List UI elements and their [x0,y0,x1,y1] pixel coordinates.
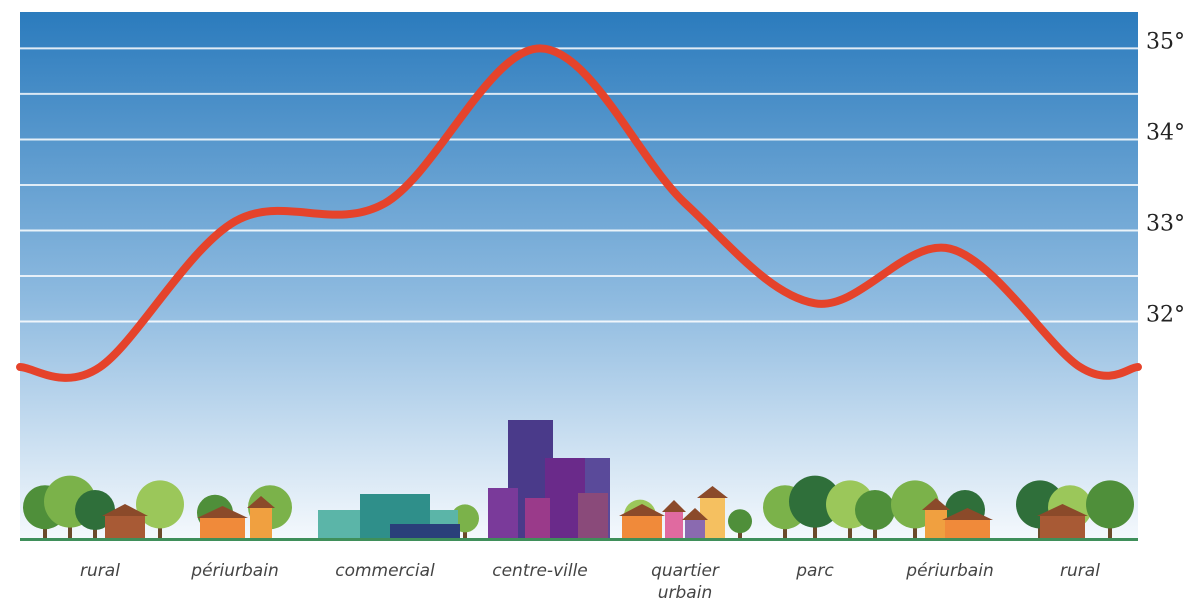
house [945,520,990,538]
temperature-line [16,44,1142,382]
roof [697,486,728,498]
roof [662,500,686,512]
y-tick-label: 34° [1146,120,1185,145]
roof [922,498,950,510]
x-tick-label: périurbain [906,561,994,581]
y-tick-label: 33° [1146,211,1185,236]
x-tick-label: rural [80,561,120,581]
tree-crown [728,509,752,534]
x-tick-label: centre-ville [492,561,588,581]
roof [197,506,248,518]
house [622,516,662,538]
scenery [20,420,1138,541]
roof [102,504,148,516]
y-tick-label: 32° [1146,303,1185,328]
roof [942,508,993,520]
tree-crown [789,475,841,528]
roof [247,496,275,508]
x-tick-label: parc [796,561,834,581]
building [578,493,608,538]
x-tick-label: quartier urbain [651,561,719,603]
y-tick-label: 35° [1146,29,1185,54]
house [925,510,947,538]
building [488,488,518,538]
roof [619,504,665,516]
house [1040,516,1085,538]
building [390,524,460,538]
building [525,498,550,538]
roof [1037,504,1088,516]
roof [682,508,708,520]
ground [20,538,1138,541]
tree-crown [1086,480,1134,529]
house [685,520,705,538]
house [105,516,145,538]
house [250,508,272,538]
house [665,512,683,538]
house [200,518,245,538]
x-tick-label: périurbain [191,561,279,581]
tree-crown [136,480,184,529]
x-tick-label: commercial [335,561,435,581]
x-tick-label: rural [1060,561,1100,581]
tree-crown [855,490,895,530]
